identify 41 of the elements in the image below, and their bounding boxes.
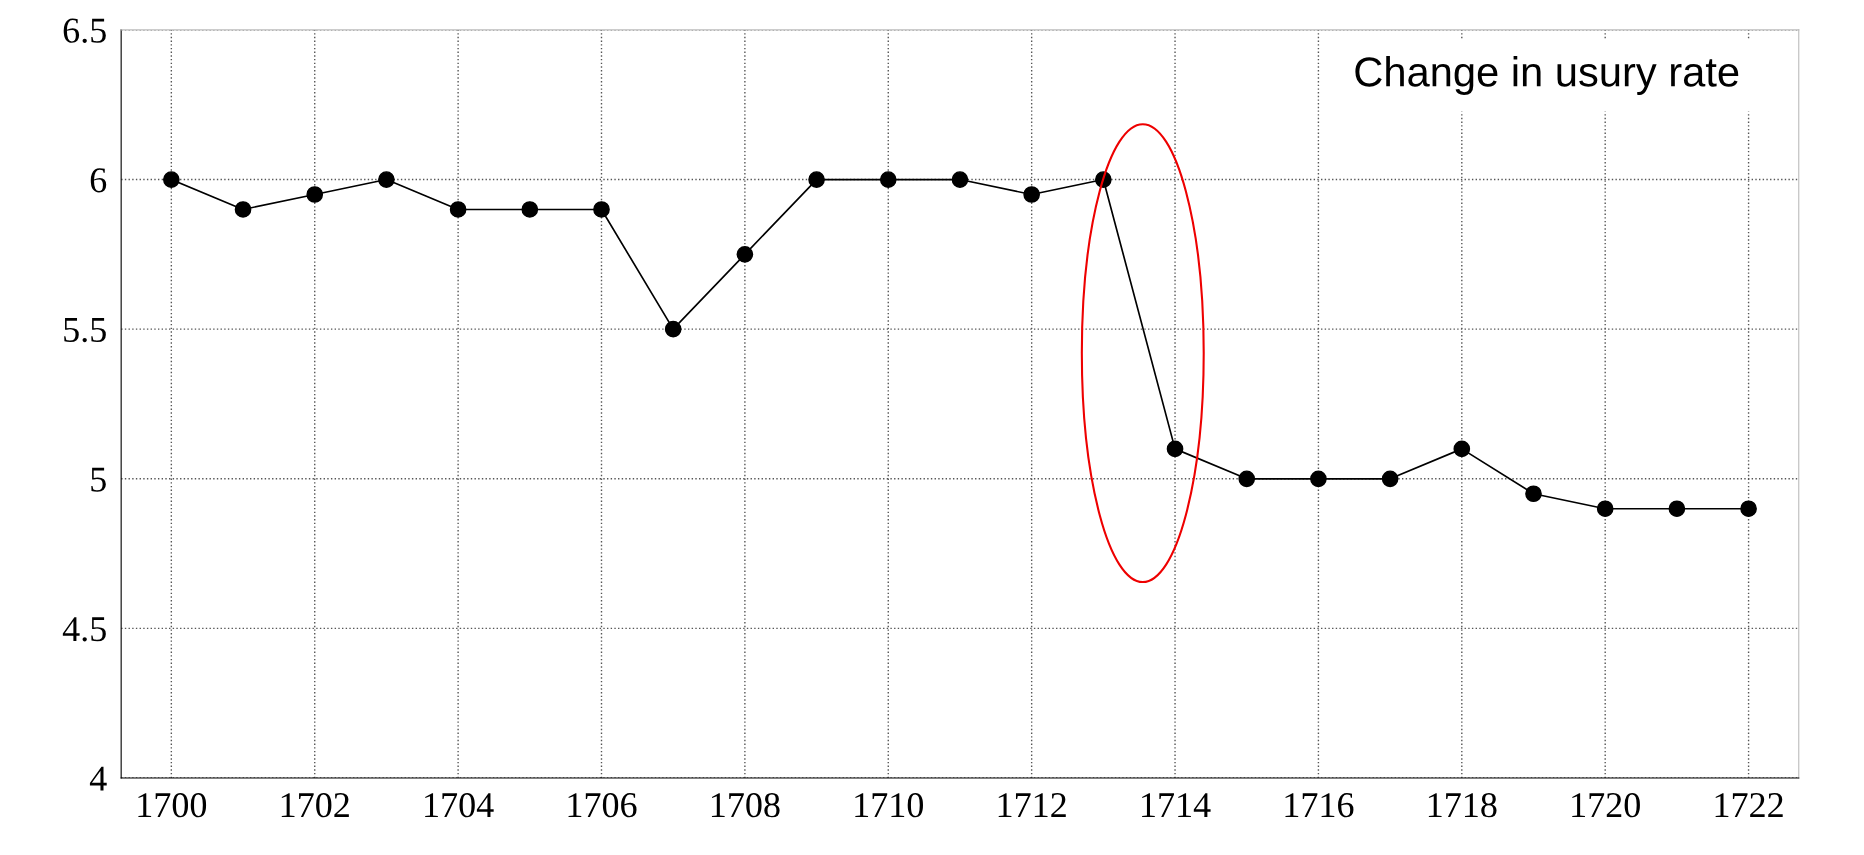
y-tick-label: 6.5 <box>63 18 106 43</box>
point <box>1238 470 1256 488</box>
x-tick-label: 1704 <box>425 792 494 818</box>
x-tick-label: 1712 <box>998 793 1066 817</box>
x-tick-label: 1710 <box>855 792 923 818</box>
x-tick-label: 1706 <box>568 792 637 818</box>
x-tick-label: 1700 <box>138 792 207 818</box>
y-tick-label: 5.5 <box>64 318 106 343</box>
point <box>664 320 682 338</box>
annotation: Change in usury rate <box>1355 56 1739 95</box>
point <box>1668 500 1686 518</box>
point <box>1596 500 1614 518</box>
y-tick-label: 5 <box>91 467 106 492</box>
y-tick-label: 6 <box>90 168 107 193</box>
x-tick-label: 1708 <box>711 792 780 818</box>
point <box>736 246 754 263</box>
point <box>1453 440 1471 458</box>
point <box>1381 470 1399 488</box>
point <box>879 171 897 188</box>
x-tick-label: 1722 <box>1715 793 1783 817</box>
point <box>1740 500 1757 518</box>
x-tick-label: 1714 <box>1142 793 1211 817</box>
x-tick-label: 1702 <box>281 792 349 818</box>
x-tick-label: 1718 <box>1428 792 1497 818</box>
point <box>1525 485 1542 503</box>
point <box>1166 440 1184 458</box>
point <box>808 171 825 188</box>
x-tick-label: 1716 <box>1285 793 1354 818</box>
point <box>1023 186 1040 203</box>
point <box>449 201 467 218</box>
point <box>1310 470 1327 488</box>
point <box>378 171 395 188</box>
point <box>593 201 610 218</box>
point <box>951 171 969 188</box>
point <box>163 171 180 188</box>
point <box>306 186 324 203</box>
y-tick-label: 4.5 <box>62 617 106 642</box>
y-tick-label: 4 <box>89 766 107 791</box>
x-tick-label: 1720 <box>1572 792 1640 818</box>
point <box>521 201 539 218</box>
point <box>234 201 252 218</box>
